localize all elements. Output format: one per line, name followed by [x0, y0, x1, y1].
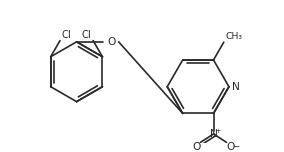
Text: +: + — [216, 128, 221, 134]
Text: O: O — [107, 37, 115, 47]
Text: N: N — [210, 129, 218, 139]
Text: Cl: Cl — [82, 30, 91, 40]
Text: N: N — [232, 82, 240, 92]
Text: Cl: Cl — [62, 30, 72, 40]
Text: O: O — [226, 142, 235, 152]
Text: −: − — [232, 142, 240, 151]
Text: O: O — [193, 142, 201, 152]
Text: CH₃: CH₃ — [226, 32, 243, 41]
